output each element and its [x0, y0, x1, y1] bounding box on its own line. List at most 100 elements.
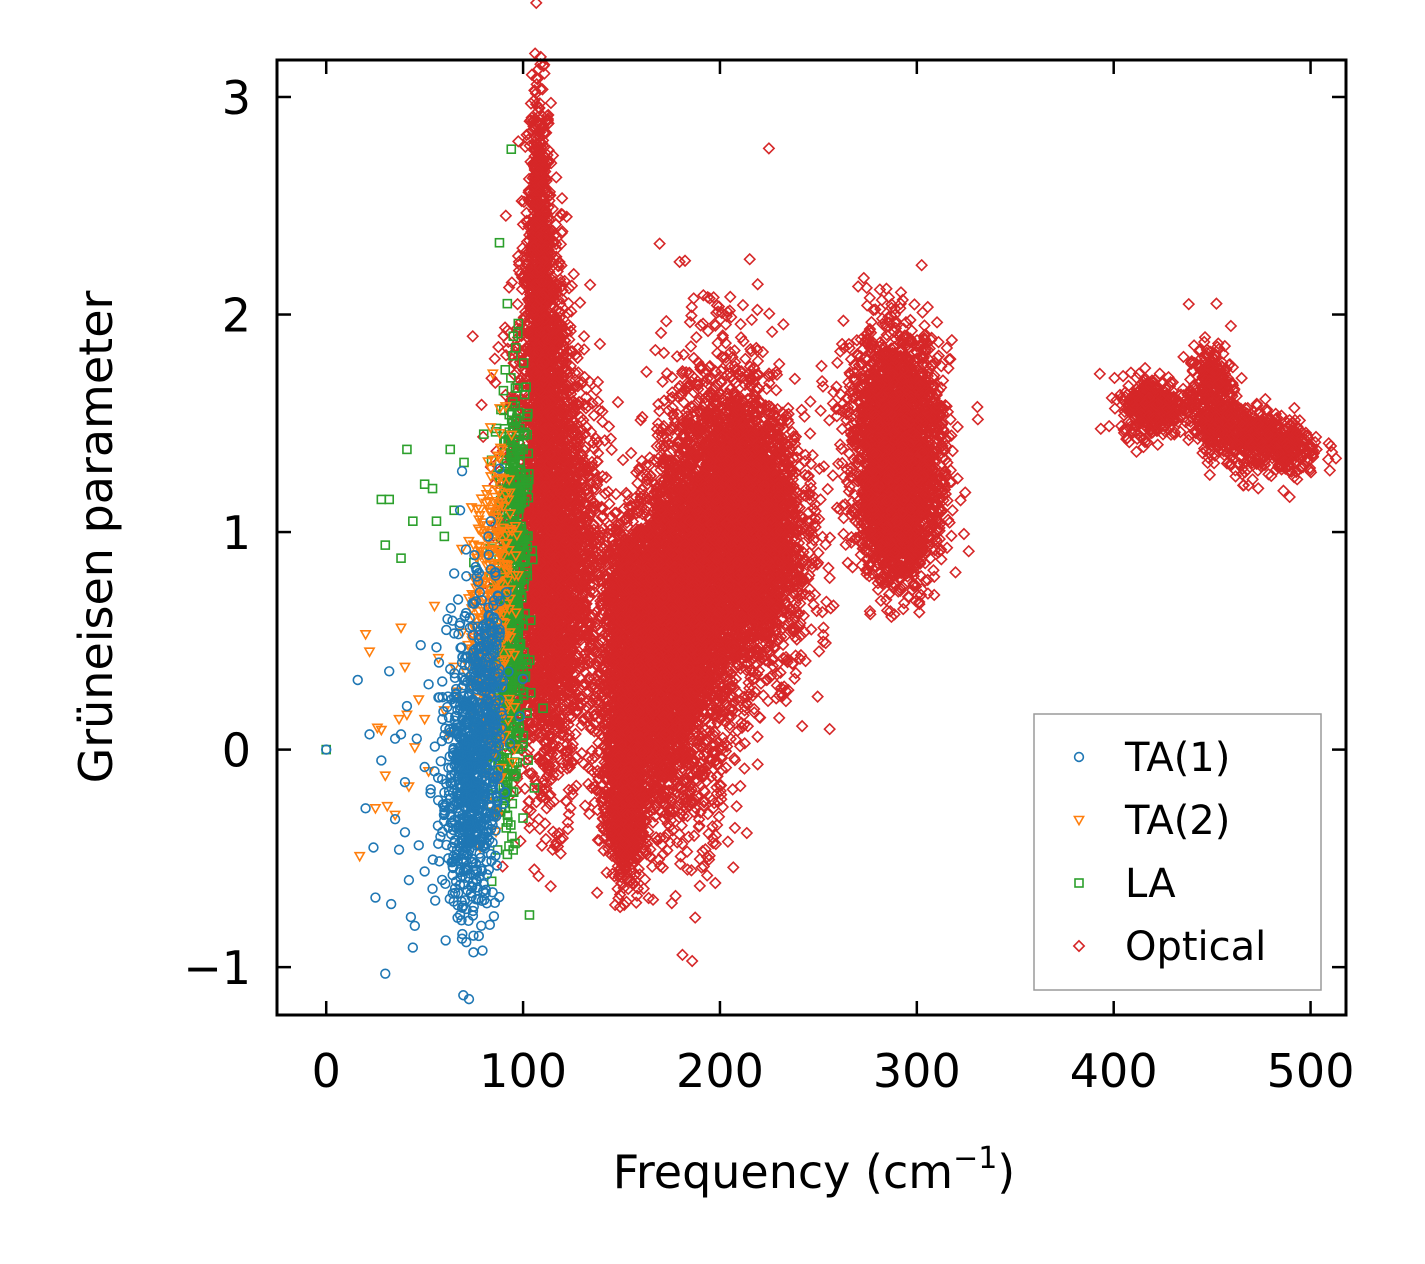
point-optical — [516, 241, 529, 255]
point-optical — [532, 339, 546, 353]
point-optical — [602, 420, 616, 433]
point-optical — [534, 275, 548, 288]
point-optical — [540, 109, 554, 123]
point-optical — [553, 210, 566, 224]
y-tick-label: −1 — [183, 941, 251, 995]
point-optical — [539, 832, 553, 846]
point-optical — [573, 296, 587, 309]
x-tick-label: 100 — [479, 1044, 567, 1098]
point-optical — [523, 305, 536, 319]
point-optical — [543, 226, 556, 240]
point-optical — [589, 383, 603, 397]
point-optical — [488, 352, 502, 366]
point-optical — [583, 278, 597, 292]
point-optical — [555, 191, 569, 205]
point-optical — [545, 297, 559, 311]
y-tick-label: 0 — [222, 724, 251, 778]
point-optical — [529, 0, 543, 10]
point-optical — [538, 817, 552, 830]
point-optical — [532, 261, 546, 274]
point-optical — [527, 143, 540, 157]
point-optical — [558, 274, 571, 288]
point-optical — [522, 184, 536, 197]
point-optical — [535, 839, 549, 852]
point-optical — [540, 172, 553, 185]
point-optical — [516, 218, 530, 231]
point-optical — [542, 265, 556, 279]
point-optical — [528, 129, 542, 143]
point-optical — [515, 282, 529, 296]
point-optical — [523, 285, 537, 298]
point-optical — [520, 206, 533, 220]
point-optical — [525, 124, 539, 138]
point-optical — [531, 208, 545, 222]
point-optical — [501, 324, 514, 337]
point-optical — [531, 104, 545, 118]
point-optical — [524, 292, 537, 306]
point-optical — [605, 443, 618, 457]
x-tick-label: 300 — [873, 1044, 961, 1098]
point-optical — [545, 284, 558, 297]
point-optical — [533, 243, 547, 257]
point-optical — [531, 162, 545, 176]
point-optical — [577, 329, 591, 343]
point-optical — [553, 316, 567, 330]
point-optical — [547, 283, 560, 296]
point-optical — [544, 96, 558, 110]
point-optical — [543, 185, 557, 199]
point-optical — [529, 97, 543, 111]
data-series — [321, 0, 1343, 1005]
y-tick-label: 3 — [222, 71, 251, 125]
point-optical — [532, 345, 545, 359]
point-optical — [511, 297, 524, 311]
point-optical — [466, 329, 480, 343]
point-optical — [528, 199, 541, 212]
point-optical — [534, 57, 547, 71]
point-optical — [512, 255, 526, 269]
point-optical — [492, 340, 505, 354]
point-optical — [522, 127, 535, 141]
point-optical — [533, 822, 547, 836]
point-optical — [544, 879, 558, 893]
y-tick-label: 2 — [222, 289, 251, 343]
point-optical — [536, 82, 549, 96]
x-tick-label: 500 — [1267, 1044, 1355, 1098]
point-optical — [475, 398, 488, 412]
point-optical — [538, 67, 551, 80]
point-optical — [525, 248, 538, 261]
point-optical — [528, 226, 541, 240]
point-optical — [523, 195, 537, 209]
point-optical — [529, 219, 542, 233]
x-tick-label: 400 — [1070, 1044, 1158, 1098]
point-optical — [527, 863, 541, 876]
y-tick-label: 1 — [222, 506, 251, 560]
point-optical — [525, 329, 538, 342]
point-optical — [616, 453, 630, 467]
point-optical — [514, 834, 527, 848]
point-optical — [526, 195, 539, 208]
point-optical — [527, 303, 541, 317]
point-optical — [552, 305, 566, 319]
point-optical — [544, 188, 557, 202]
point-optical — [537, 336, 550, 350]
point-optical — [549, 171, 563, 184]
point-optical — [533, 136, 547, 150]
point-optical — [546, 149, 560, 162]
point-optical — [529, 277, 543, 291]
point-optical — [531, 256, 544, 270]
point-optical — [530, 138, 544, 152]
point-optical — [515, 194, 529, 208]
point-optical — [593, 337, 607, 351]
point-optical — [538, 156, 552, 170]
point-optical — [549, 237, 563, 251]
point-optical — [532, 869, 545, 883]
point-optical — [534, 50, 548, 64]
point-optical — [539, 274, 553, 288]
point-optical — [524, 282, 538, 295]
point-optical — [552, 293, 565, 307]
point-optical — [549, 250, 563, 264]
series-optical — [466, 0, 1343, 968]
point-optical — [529, 86, 543, 100]
point-optical — [546, 224, 560, 238]
